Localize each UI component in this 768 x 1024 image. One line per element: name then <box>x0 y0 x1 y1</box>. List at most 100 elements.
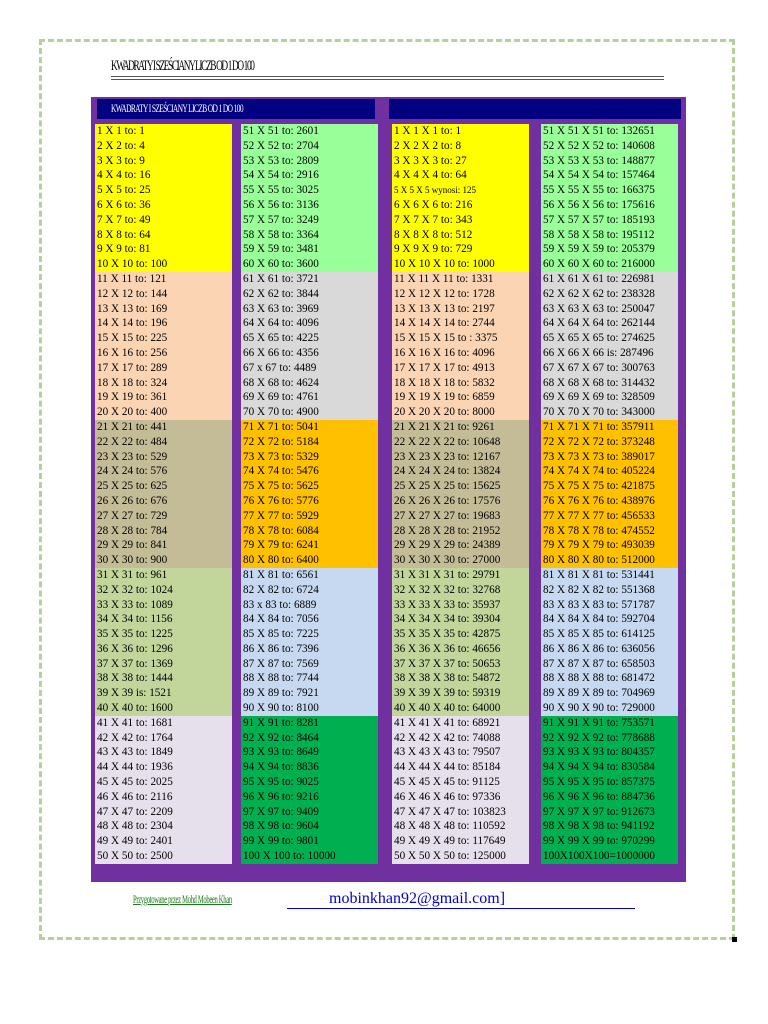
table-cell: 40 X 40 X 40 to: 64000 <box>392 701 529 716</box>
table-cell: 78 X 78 to: 6084 <box>241 523 378 539</box>
table-cell: 90 X 90 X 90 to: 729000 <box>541 701 678 716</box>
table-cell: 44 X 44 X 44 to: 85184 <box>392 760 529 776</box>
table-cell: 37 X 37 X 37 to: 50653 <box>392 656 529 672</box>
table-cell: 51 X 51 X 51 to: 132651 <box>541 124 678 139</box>
table-cell: 32 X 32 X 32 to: 32768 <box>392 582 529 598</box>
table-cell: 84 X 84 to: 7056 <box>241 612 378 628</box>
table-cell: 91 X 91 X 91 to: 753571 <box>541 715 678 731</box>
table-cell: 36 X 36 X 36 to: 46656 <box>392 641 529 657</box>
table-cell: 99 X 99 to: 9801 <box>241 834 378 850</box>
table-cell: 41 X 41 to: 1681 <box>95 715 232 731</box>
table-cell: 21 X 21 to: 441 <box>95 419 232 435</box>
table-cell: 83 x 83 to: 6889 <box>241 597 378 613</box>
table-cell: 14 X 14 to: 196 <box>95 316 232 332</box>
table-cell: 58 X 58 X 58 to: 195112 <box>541 227 678 243</box>
table-cell: 33 X 33 X 33 to: 35937 <box>392 597 529 613</box>
table-cell: 72 X 72 to: 5184 <box>241 434 378 450</box>
powers-table: KWADRATY I SZEŚCIANY LICZB OD 1 DO 100 1… <box>91 97 686 882</box>
table-cell: 67 X 67 X 67 to: 300763 <box>541 360 678 376</box>
table-cell: 13 X 13 X 13 to: 2197 <box>392 301 529 317</box>
table-cell: 1 X 1 to: 1 <box>95 124 232 139</box>
table-cell: 29 X 29 X 29 to: 24389 <box>392 538 529 554</box>
table-cell: 63 X 63 X 63 to: 250047 <box>541 301 678 317</box>
table-cell: 11 X 11 to: 121 <box>95 271 232 287</box>
table-cell: 74 X 74 to: 5476 <box>241 464 378 480</box>
table-cell: 26 X 26 to: 676 <box>95 493 232 509</box>
table-cell: 66 X 66 X 66 is: 287496 <box>541 345 678 361</box>
table-cell: 53 X 53 X 53 to: 148877 <box>541 153 678 169</box>
table-cell: 75 X 75 to: 5625 <box>241 479 378 494</box>
table-cell: 60 X 60 to: 3600 <box>241 257 378 272</box>
table-cell: 71 X 71 to: 5041 <box>241 419 378 435</box>
table-cell: 42 X 42 X 42 to: 74088 <box>392 730 529 746</box>
table-cell: 73 X 73 X 73 to: 389017 <box>541 449 678 465</box>
table-cell: 88 X 88 to: 7744 <box>241 671 378 687</box>
table-cell: 70 X 70 X 70 to: 343000 <box>541 405 678 420</box>
table-cell: 30 X 30 to: 900 <box>95 553 232 568</box>
table-cell: 27 X 27 X 27 to: 19683 <box>392 508 529 524</box>
table-cell: 56 X 56 X 56 to: 175616 <box>541 197 678 213</box>
table-cell: 62 X 62 X 62 to: 238328 <box>541 286 678 302</box>
table-cell: 74 X 74 X 74 to: 405224 <box>541 464 678 480</box>
table-cell: 1 X 1 X 1 to: 1 <box>392 124 529 139</box>
table-cell: 60 X 60 X 60 to: 216000 <box>541 257 678 272</box>
table-cell: 13 X 13 to: 169 <box>95 301 232 317</box>
table-cell: 65 X 65 X 65 to: 274625 <box>541 331 678 346</box>
table-cell: 64 X 64 to: 4096 <box>241 316 378 332</box>
table-cell: 76 X 76 to: 5776 <box>241 493 378 509</box>
table-cell: 86 X 86 X 86 to: 636056 <box>541 641 678 657</box>
table-cell: 8 X 8 to: 64 <box>95 227 232 243</box>
table-cell: 32 X 32 to: 1024 <box>95 582 232 598</box>
table-cell: 6 X 6 X 6 to: 216 <box>392 197 529 213</box>
table-cell: 58 X 58 to: 3364 <box>241 227 378 243</box>
document-title: KWADRATY I SZEŚCIANY LICZB OD 1 DO 100 <box>111 58 255 74</box>
table-cell: 53 X 53 to: 2809 <box>241 153 378 169</box>
table-cell: 38 X 38 X 38 to: 54872 <box>392 671 529 687</box>
table-cell: 70 X 70 to: 4900 <box>241 405 378 420</box>
table-cell: 37 X 37 to: 1369 <box>95 656 232 672</box>
table-cell: 79 X 79 X 79 to: 493039 <box>541 538 678 554</box>
table-cell: 40 X 40 to: 1600 <box>95 701 232 716</box>
table-cell: 39 X 39 is: 1521 <box>95 686 232 702</box>
table-cell: 46 X 46 to: 2116 <box>95 789 232 805</box>
table-cell: 73 X 73 to: 5329 <box>241 449 378 465</box>
table-cell: 63 X 63 to: 3969 <box>241 301 378 317</box>
email-link[interactable]: mobinkhan92@gmail.com] <box>329 890 506 907</box>
table-cell: 31 X 31 X 31 to: 29791 <box>392 567 529 583</box>
table-cell: 7 X 7 to: 49 <box>95 212 232 228</box>
table-cell: 72 X 72 X 72 to: 373248 <box>541 434 678 450</box>
table-cell: 20 X 20 to: 400 <box>95 405 232 420</box>
table-cell: 2 X 2 to: 4 <box>95 138 232 154</box>
table-cell: 21 X 21 X 21 to: 9261 <box>392 419 529 435</box>
table-cell: 5 X 5 to: 25 <box>95 183 232 198</box>
table-cell: 43 X 43 to: 1849 <box>95 745 232 761</box>
table-cell: 49 X 49 to: 2401 <box>95 834 232 850</box>
table-cell: 87 X 87 X 87 to: 658503 <box>541 656 678 672</box>
table-cell: 78 X 78 X 78 to: 474552 <box>541 523 678 539</box>
table-cell: 94 X 94 to: 8836 <box>241 760 378 776</box>
table-header-right <box>389 99 681 119</box>
table-cell: 54 X 54 X 54 to: 157464 <box>541 168 678 184</box>
table-cell: 23 X 23 to: 529 <box>95 449 232 465</box>
table-cell: 24 X 24 to: 576 <box>95 464 232 480</box>
table-cell: 77 X 77 X 77 to: 456533 <box>541 508 678 524</box>
table-cell: 39 X 39 X 39 to: 59319 <box>392 686 529 702</box>
table-cell: 17 X 17 X 17 to: 4913 <box>392 360 529 376</box>
table-cell: 10 X 10 X 10 to: 1000 <box>392 257 529 272</box>
table-cell: 49 X 49 X 49 to: 117649 <box>392 834 529 850</box>
table-cell: 68 X 68 X 68 to: 314432 <box>541 375 678 391</box>
table-cell: 24 X 24 X 24 to: 13824 <box>392 464 529 480</box>
table-cell: 88 X 88 X 88 to: 681472 <box>541 671 678 687</box>
table-cell: 67 x 67 to: 4489 <box>241 360 378 376</box>
table-cell: 3 X 3 to: 9 <box>95 153 232 169</box>
table-cell: 2 X 2 X 2 to: 8 <box>392 138 529 154</box>
table-cell: 19 X 19 to: 361 <box>95 390 232 406</box>
table-cell: 6 X 6 to: 36 <box>95 197 232 213</box>
table-cell: 35 X 35 to: 1225 <box>95 627 232 642</box>
table-cell: 11 X 11 X 11 to: 1331 <box>392 271 529 287</box>
table-cell: 38 X 38 to: 1444 <box>95 671 232 687</box>
table-cell: 46 X 46 X 46 to: 97336 <box>392 789 529 805</box>
table-cell: 14 X 14 X 14 to: 2744 <box>392 316 529 332</box>
table-cell: 36 X 36 to: 1296 <box>95 641 232 657</box>
